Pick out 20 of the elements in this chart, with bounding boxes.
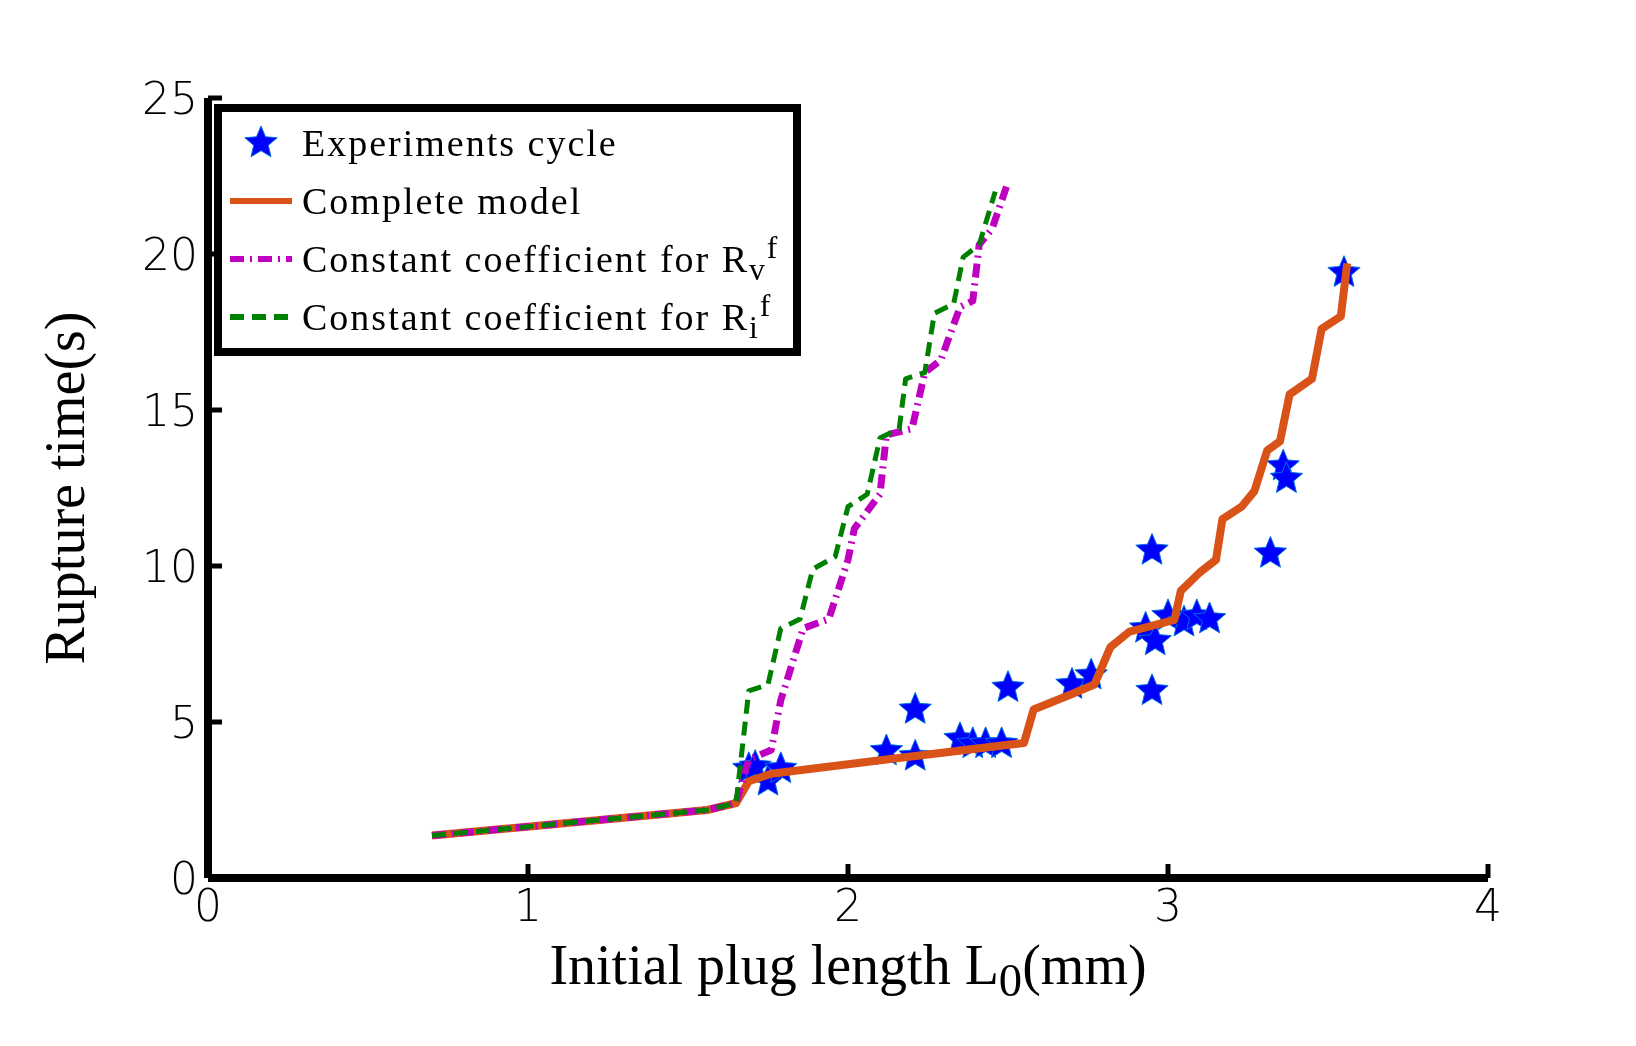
point [1269, 461, 1304, 493]
x-tick-label: 1 [514, 880, 542, 932]
legend-label: Complete model [302, 179, 583, 223]
y-tick-label: 25 [142, 72, 198, 124]
point [1135, 673, 1169, 706]
point [1253, 536, 1288, 568]
point [991, 670, 1025, 702]
y-tick-label: 20 [142, 228, 198, 280]
point [1135, 532, 1169, 565]
x-tick-label: 3 [1154, 880, 1182, 932]
legend-label: Experiments cycle [302, 121, 618, 165]
x-axis-title: Initial plug length L$_{0}$(mm) [548, 933, 1148, 1008]
point [898, 692, 932, 724]
y-tick-label: 5 [170, 696, 198, 748]
y-tick-label: 10 [142, 540, 198, 592]
point [1192, 601, 1227, 634]
y-tick-label: 15 [142, 384, 198, 436]
y-axis-title: Rupture time(s) [33, 310, 97, 667]
x-tick-label: 2 [834, 880, 862, 932]
x-tick-label: 4 [1474, 880, 1502, 932]
